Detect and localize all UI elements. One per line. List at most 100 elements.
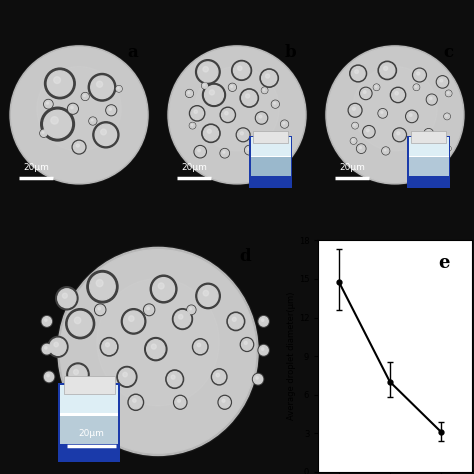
Text: d: d <box>239 248 251 265</box>
Circle shape <box>100 129 106 135</box>
Circle shape <box>194 340 207 354</box>
Circle shape <box>100 337 118 356</box>
Circle shape <box>221 149 228 157</box>
Circle shape <box>325 45 465 185</box>
Circle shape <box>10 46 148 184</box>
Circle shape <box>37 66 121 151</box>
Circle shape <box>116 86 122 92</box>
Bar <box>58 383 120 462</box>
Circle shape <box>236 128 250 142</box>
Circle shape <box>178 399 181 402</box>
Circle shape <box>262 71 277 86</box>
Circle shape <box>58 289 76 308</box>
Circle shape <box>175 397 186 408</box>
Circle shape <box>272 100 279 108</box>
Bar <box>253 131 288 143</box>
Circle shape <box>41 107 74 141</box>
Circle shape <box>260 69 278 87</box>
Bar <box>60 385 118 444</box>
Text: b: b <box>285 44 296 61</box>
Circle shape <box>326 46 464 184</box>
Circle shape <box>351 138 356 144</box>
Circle shape <box>190 123 195 128</box>
Circle shape <box>97 81 102 87</box>
Circle shape <box>190 308 191 310</box>
Y-axis label: Average droplet diameter(μm): Average droplet diameter(μm) <box>287 292 296 420</box>
Circle shape <box>129 396 142 409</box>
Circle shape <box>203 66 209 72</box>
Circle shape <box>438 77 447 87</box>
Bar <box>251 156 291 157</box>
Circle shape <box>191 107 203 119</box>
Circle shape <box>202 124 220 143</box>
Circle shape <box>262 88 267 93</box>
Circle shape <box>240 89 258 107</box>
Circle shape <box>410 148 417 154</box>
Circle shape <box>179 314 183 319</box>
Circle shape <box>95 124 117 146</box>
Circle shape <box>259 346 268 355</box>
Circle shape <box>83 95 85 97</box>
Circle shape <box>151 344 156 349</box>
Circle shape <box>218 395 231 409</box>
Circle shape <box>71 106 73 109</box>
Circle shape <box>82 93 88 100</box>
Circle shape <box>144 304 155 316</box>
Circle shape <box>447 147 450 151</box>
Circle shape <box>128 394 144 410</box>
Circle shape <box>283 122 285 124</box>
Circle shape <box>118 88 119 89</box>
Circle shape <box>171 375 175 379</box>
Circle shape <box>351 66 365 81</box>
Circle shape <box>272 101 279 107</box>
Circle shape <box>355 70 358 73</box>
Circle shape <box>231 86 233 87</box>
Circle shape <box>233 62 250 79</box>
Circle shape <box>174 310 191 328</box>
Circle shape <box>166 370 183 388</box>
Circle shape <box>197 343 201 347</box>
Circle shape <box>202 82 208 89</box>
Circle shape <box>439 138 441 139</box>
Circle shape <box>232 61 252 81</box>
Circle shape <box>91 76 113 99</box>
Circle shape <box>282 155 283 156</box>
Bar <box>249 136 292 189</box>
Text: 20μm: 20μm <box>78 429 104 438</box>
Text: c: c <box>444 44 454 61</box>
Circle shape <box>240 337 254 351</box>
Circle shape <box>384 149 386 151</box>
Circle shape <box>274 102 275 104</box>
Circle shape <box>167 372 182 387</box>
Circle shape <box>190 123 196 128</box>
Circle shape <box>45 319 47 321</box>
Circle shape <box>437 136 445 143</box>
Circle shape <box>96 305 105 315</box>
Circle shape <box>205 85 223 104</box>
Circle shape <box>258 345 269 356</box>
Circle shape <box>90 118 96 124</box>
Circle shape <box>415 86 417 87</box>
Circle shape <box>198 149 201 152</box>
Bar <box>409 157 448 176</box>
Circle shape <box>356 144 366 153</box>
Circle shape <box>97 279 219 406</box>
Circle shape <box>410 147 417 155</box>
Circle shape <box>374 84 380 91</box>
Circle shape <box>198 62 218 82</box>
Circle shape <box>429 97 432 100</box>
Circle shape <box>82 392 96 408</box>
Bar <box>64 376 115 394</box>
Circle shape <box>392 128 406 142</box>
Circle shape <box>446 115 447 117</box>
Text: a: a <box>128 44 138 61</box>
Circle shape <box>328 47 463 182</box>
Circle shape <box>58 247 258 456</box>
Circle shape <box>437 76 448 88</box>
Circle shape <box>380 63 395 78</box>
Circle shape <box>51 117 58 124</box>
Circle shape <box>60 250 256 453</box>
Circle shape <box>350 138 356 144</box>
Circle shape <box>410 114 412 117</box>
Circle shape <box>448 147 449 149</box>
